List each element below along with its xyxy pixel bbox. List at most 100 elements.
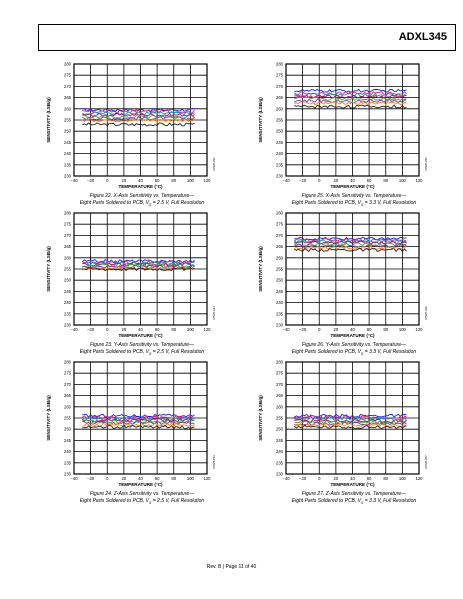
y-tick-label: 255 xyxy=(276,267,284,272)
y-tick-label: 235 xyxy=(64,162,72,167)
y-tick-label: 230 xyxy=(276,323,284,328)
x-tick-label: 100 xyxy=(187,178,195,183)
y-tick-label: 240 xyxy=(64,449,72,454)
y-tick-label: 265 xyxy=(64,95,72,100)
caption-text: Y-Axis Sensitivity vs. Temperature— xyxy=(325,342,407,348)
caption-text: = 3.3 V, Full Resolution xyxy=(363,199,417,206)
chart-panel-4: −40 −20 0 20 40 60 80 100 120 230 235 240 245 250 255 2… xyxy=(252,207,432,342)
series-line-3 xyxy=(294,416,407,422)
x-tick-label: 40 xyxy=(350,476,355,481)
y-tick-label: 280 xyxy=(276,360,284,365)
y-tick-label: 230 xyxy=(64,472,72,477)
caption-line-1: Figure 24. Z-Axis Sensitivity vs. Temper… xyxy=(42,491,242,498)
x-tick-label: 40 xyxy=(138,476,143,481)
y-tick-label: 265 xyxy=(276,95,284,100)
y-tick-label: 230 xyxy=(64,323,72,328)
series-line-8 xyxy=(82,122,195,127)
caption-text: = 2.5 V, Full Resolution xyxy=(151,199,205,206)
y-tick-label: 265 xyxy=(64,393,72,398)
y-tick-label: 255 xyxy=(64,416,72,421)
header-box: ADXL345 xyxy=(38,24,456,51)
series-line-8 xyxy=(294,247,407,253)
y-tick-label: 255 xyxy=(276,118,284,123)
x-tick-label: −40 xyxy=(282,476,290,481)
series-line-3 xyxy=(294,92,407,98)
y-tick-label: 275 xyxy=(64,222,72,227)
y-tick-label: 270 xyxy=(64,382,72,387)
x-tick-label: −20 xyxy=(299,327,307,332)
x-tick-label: −20 xyxy=(299,476,307,481)
figure-number: Figure 22. xyxy=(89,193,114,199)
y-tick-label: 230 xyxy=(276,174,284,179)
x-tick-label: 40 xyxy=(138,327,143,332)
caption-subscript: S xyxy=(149,202,152,207)
series-line-6 xyxy=(82,264,195,270)
series-line-1 xyxy=(82,413,195,418)
x-axis-label: TEMPERATURE (°C) xyxy=(330,184,375,189)
x-tick-label: 40 xyxy=(138,178,143,183)
x-tick-label: 60 xyxy=(367,327,372,332)
x-tick-label: 80 xyxy=(383,327,388,332)
figure-code: 07925-022 xyxy=(212,157,216,171)
x-tick-label: 120 xyxy=(416,476,424,481)
y-tick-label: 250 xyxy=(64,427,72,432)
y-tick-label: 255 xyxy=(276,416,284,421)
x-tick-label: 20 xyxy=(334,476,339,481)
y-tick-label: 250 xyxy=(276,278,284,283)
y-tick-label: 275 xyxy=(64,371,72,376)
caption-text: X-Axis Sensitivity vs. Temperature— xyxy=(113,193,195,199)
figure-number: Figure 25. xyxy=(301,193,326,199)
x-tick-label: 0 xyxy=(318,476,321,481)
x-tick-label: 20 xyxy=(122,178,127,183)
y-tick-label: 235 xyxy=(64,311,72,316)
caption-text: = 3.3 V, Full Resolution xyxy=(363,497,417,504)
y-axis-label: SENSITIVITY (LSB/g) xyxy=(258,246,263,292)
x-tick-label: 60 xyxy=(155,476,160,481)
x-tick-label: −40 xyxy=(282,178,290,183)
series-line-3 xyxy=(293,239,407,244)
plot-frame xyxy=(285,361,420,475)
y-tick-label: 270 xyxy=(64,84,72,89)
figure-code: 07925-026 xyxy=(424,306,428,320)
y-tick-label: 270 xyxy=(276,382,284,387)
figure-caption: Figure 23. Y-Axis Sensitivity vs. Temper… xyxy=(42,342,242,357)
series-line-6 xyxy=(294,98,407,103)
plot-frame xyxy=(285,63,420,177)
x-tick-label: 80 xyxy=(171,476,176,481)
y-tick-label: 260 xyxy=(64,255,72,260)
series-line-1 xyxy=(294,413,407,418)
y-axis-label: SENSITIVITY (LSB/g) xyxy=(258,97,263,143)
figure-caption: Figure 24. Z-Axis Sensitivity vs. Temper… xyxy=(42,491,242,506)
x-tick-label: 100 xyxy=(399,476,407,481)
figure-code: 07925-024 xyxy=(212,455,216,469)
y-tick-label: 250 xyxy=(276,129,284,134)
series-line-7 xyxy=(294,101,407,106)
x-tick-label: 60 xyxy=(155,327,160,332)
x-tick-label: 100 xyxy=(399,178,407,183)
caption-line-2: Eight Parts Soldered to PCB, VS = 3.3 V,… xyxy=(254,349,454,358)
series-line-6 xyxy=(294,243,407,249)
y-tick-label: 250 xyxy=(276,427,284,432)
plot-frame xyxy=(73,361,208,475)
series-line-5 xyxy=(82,263,195,268)
document-title: ADXL345 xyxy=(398,31,447,43)
caption-subscript: S xyxy=(361,500,364,505)
plot-frame xyxy=(285,212,420,326)
x-tick-label: 120 xyxy=(204,476,212,481)
caption-subscript: S xyxy=(149,500,152,505)
figure-caption: Figure 26. Y-Axis Sensitivity vs. Temper… xyxy=(254,342,454,357)
y-tick-label: 245 xyxy=(276,438,284,443)
x-tick-label: 120 xyxy=(204,178,212,183)
series-line-5 xyxy=(294,420,407,425)
x-tick-label: 0 xyxy=(106,327,109,332)
y-tick-label: 270 xyxy=(64,233,72,238)
caption-text: Z-Axis Sensitivity vs. Temperature— xyxy=(113,491,195,497)
y-tick-label: 240 xyxy=(64,300,72,305)
caption-text: Eight Parts Soldered to PCB, V xyxy=(291,348,361,355)
caption-text: Eight Parts Soldered to PCB, V xyxy=(79,348,149,355)
y-tick-label: 235 xyxy=(276,460,284,465)
chart-svg: −40 −20 0 20 40 60 80 100 120 230 235 240 245 250 255 2… xyxy=(46,62,216,190)
x-tick-label: 20 xyxy=(122,327,127,332)
x-tick-label: 20 xyxy=(122,476,127,481)
caption-text: Eight Parts Soldered to PCB, V xyxy=(79,497,149,504)
